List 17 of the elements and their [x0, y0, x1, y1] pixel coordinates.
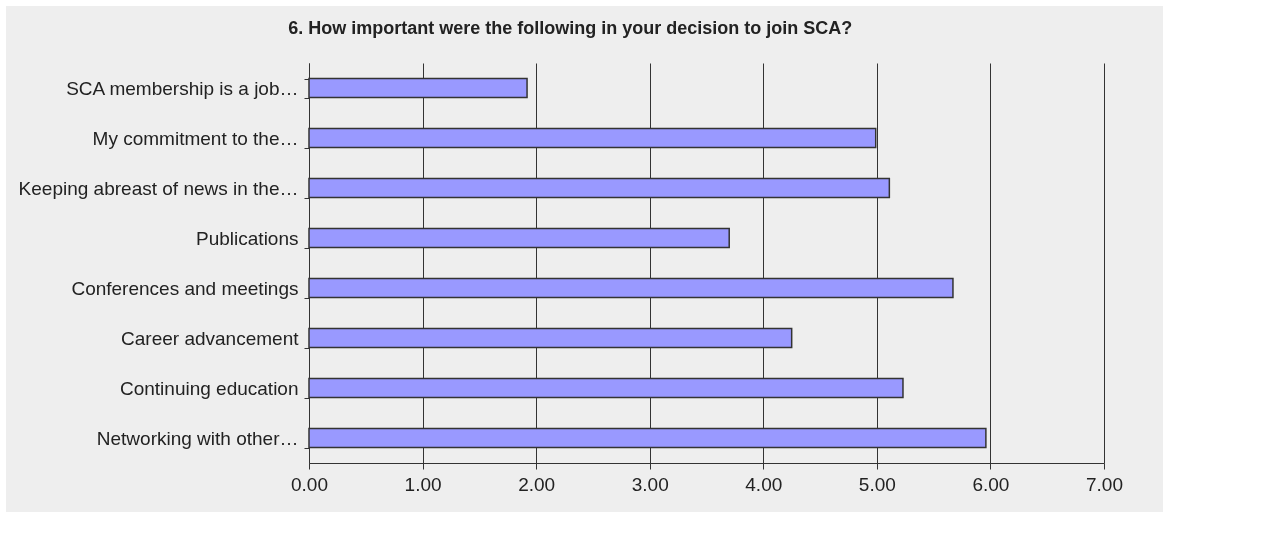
y-tick-label: Networking with other… [96, 427, 299, 449]
x-tick-label: 2.00 [518, 473, 556, 495]
x-tick-label: 5.00 [858, 473, 896, 495]
x-tick-label: 6.00 [972, 473, 1010, 495]
x-tick-label: 0.00 [291, 473, 328, 495]
y-tick-label: My commitment to the… [92, 127, 299, 149]
y-tick-label: Career advancement [121, 327, 300, 349]
y-tick-label: Continuing education [119, 377, 299, 399]
y-tick-label: SCA membership is a job… [66, 77, 299, 99]
x-tick-label: 4.00 [745, 473, 783, 495]
x-tick-label: 7.00 [1086, 473, 1123, 495]
chart-title: 6. How important were the following in your decision to join SCA? [288, 18, 853, 38]
y-tick-label: Conferences and meetings [71, 277, 299, 299]
y-tick-label: Keeping abreast of news in the… [18, 177, 299, 199]
x-tick-label: 1.00 [404, 473, 442, 495]
y-tick-label: Publications [196, 227, 299, 249]
x-tick-label: 3.00 [631, 473, 669, 495]
